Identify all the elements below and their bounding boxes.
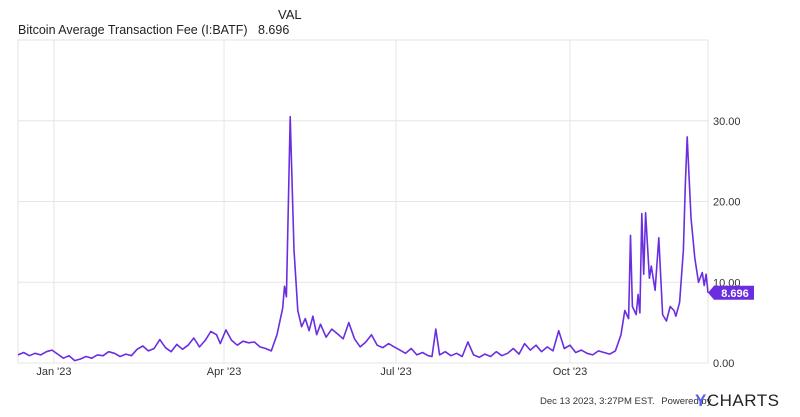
series-current-value: 8.696 bbox=[258, 23, 290, 37]
y-tick-label: 0.00 bbox=[713, 358, 734, 370]
last-value-flag bbox=[708, 285, 754, 300]
ycharts-logo-mark: Y bbox=[695, 391, 707, 410]
x-tick-label: Jul '23 bbox=[380, 366, 411, 378]
y-tick-label: 30.00 bbox=[713, 116, 741, 128]
ycharts-logo[interactable]: YCHARTS bbox=[695, 391, 779, 411]
ycharts-logo-text: CHARTS bbox=[706, 391, 780, 410]
x-tick-label: Jan '23 bbox=[36, 366, 71, 378]
series-line[interactable] bbox=[17, 115, 709, 362]
x-tick-label: Oct '23 bbox=[553, 366, 588, 378]
footer-timestamp: Dec 13 2023, 3:27PM EST. bbox=[540, 396, 655, 407]
value-column-header: VAL bbox=[278, 7, 302, 22]
footer: Dec 13 2023, 3:27PM EST. Powered by bbox=[540, 396, 711, 407]
y-tick-label: 20.00 bbox=[713, 197, 741, 209]
last-value-label: 8.696 bbox=[721, 288, 749, 300]
x-tick-label: Apr '23 bbox=[207, 366, 242, 378]
powered-by-text: Powered by bbox=[661, 396, 712, 407]
series-name: Bitcoin Average Transaction Fee (I:BATF) bbox=[18, 23, 248, 37]
